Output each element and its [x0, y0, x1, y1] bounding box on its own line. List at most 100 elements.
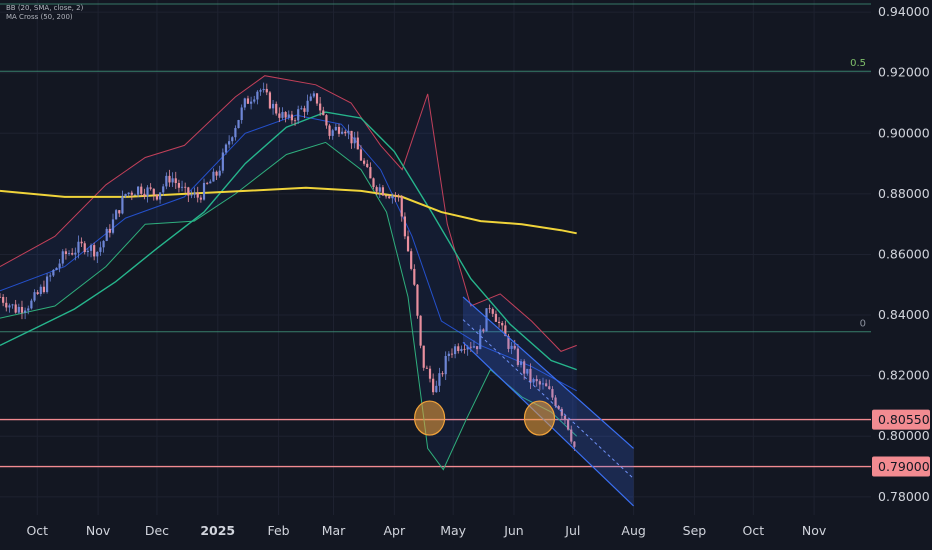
candle[interactable] [221, 148, 224, 174]
candle[interactable] [149, 183, 152, 191]
candle[interactable] [394, 192, 397, 203]
candle[interactable] [397, 193, 400, 202]
candle[interactable] [375, 185, 378, 196]
candle[interactable] [137, 186, 140, 198]
candle[interactable] [482, 328, 485, 334]
candle[interactable] [425, 365, 428, 369]
candle[interactable] [36, 289, 39, 296]
candle[interactable] [268, 90, 272, 110]
candle[interactable] [42, 280, 46, 294]
candle[interactable] [315, 93, 319, 106]
candle[interactable] [416, 284, 419, 319]
candle[interactable] [5, 296, 8, 312]
candle[interactable] [557, 404, 560, 410]
candle[interactable] [11, 303, 14, 309]
candle[interactable] [388, 194, 391, 199]
candle[interactable] [45, 273, 49, 294]
candle[interactable] [184, 182, 187, 193]
candle[interactable] [454, 343, 457, 359]
candle[interactable] [259, 88, 262, 96]
candle[interactable] [71, 248, 74, 256]
candle[interactable] [435, 380, 438, 393]
candle[interactable] [513, 339, 516, 351]
candle[interactable] [344, 129, 347, 137]
candle[interactable] [271, 99, 275, 115]
candle[interactable] [491, 307, 494, 318]
candle[interactable] [52, 269, 55, 277]
candle[interactable] [89, 243, 93, 258]
candle[interactable] [146, 185, 149, 203]
candle[interactable] [457, 343, 460, 354]
candle[interactable] [406, 230, 410, 252]
candle[interactable] [545, 379, 548, 387]
price-axis[interactable]: 0.94000 0.92000 0.90000 0.88000 0.86000 0.840… [872, 4, 930, 504]
candle[interactable] [24, 307, 27, 320]
candle[interactable] [202, 178, 206, 201]
candle[interactable] [256, 90, 259, 105]
candle[interactable] [143, 188, 146, 200]
candle[interactable] [510, 342, 513, 355]
candle[interactable] [168, 169, 171, 187]
bollinger-upper-line[interactable] [0, 75, 577, 352]
candle[interactable] [99, 241, 102, 256]
candle[interactable] [130, 190, 133, 201]
candle[interactable] [108, 224, 111, 238]
candle[interactable] [290, 110, 294, 125]
price-badge[interactable] [872, 456, 930, 477]
candle[interactable] [444, 351, 447, 381]
candle[interactable] [237, 119, 240, 129]
candle[interactable] [96, 251, 99, 264]
candle[interactable] [460, 345, 463, 353]
legend-bollinger[interactable]: BB (20, SMA, close, 2) [6, 4, 84, 12]
candle[interactable] [519, 359, 523, 368]
candle[interactable] [74, 247, 77, 261]
candle[interactable] [17, 303, 20, 314]
candle[interactable] [347, 124, 350, 140]
candle[interactable] [284, 111, 287, 123]
candle[interactable] [450, 348, 454, 358]
candle[interactable] [369, 162, 372, 179]
candle[interactable] [548, 379, 551, 390]
candle[interactable] [353, 131, 356, 149]
candle[interactable] [567, 419, 570, 431]
candle[interactable] [196, 186, 199, 203]
candle[interactable] [400, 195, 403, 222]
candle[interactable] [171, 172, 174, 187]
candle[interactable] [174, 171, 177, 189]
price-badge[interactable] [872, 409, 930, 430]
candle[interactable] [529, 363, 532, 389]
candle[interactable] [378, 183, 381, 198]
candle[interactable] [485, 308, 488, 332]
candle[interactable] [287, 110, 290, 120]
candle[interactable] [532, 377, 535, 385]
candle[interactable] [234, 125, 237, 141]
candle[interactable] [560, 407, 563, 420]
candle[interactable] [297, 105, 300, 124]
candle[interactable] [61, 249, 64, 267]
candle[interactable] [224, 143, 228, 155]
candle[interactable] [563, 415, 567, 425]
candle[interactable] [551, 386, 554, 401]
candle[interactable] [253, 95, 256, 104]
candle[interactable] [475, 346, 479, 355]
candle[interactable] [190, 190, 193, 199]
candle[interactable] [240, 104, 243, 124]
candle[interactable] [541, 377, 545, 390]
candle[interactable] [362, 158, 366, 166]
candle[interactable] [206, 181, 209, 185]
candle[interactable] [293, 117, 297, 126]
candle[interactable] [504, 320, 507, 337]
candle[interactable] [322, 106, 325, 116]
candle[interactable] [49, 272, 52, 282]
candle[interactable] [102, 240, 105, 253]
candle[interactable] [419, 315, 422, 349]
candle[interactable] [356, 131, 359, 150]
candle[interactable] [328, 123, 331, 140]
candle[interactable] [64, 248, 68, 260]
candle[interactable] [93, 242, 96, 261]
candle[interactable] [312, 91, 315, 99]
candle[interactable] [403, 212, 406, 240]
candle[interactable] [535, 375, 538, 387]
candle[interactable] [33, 289, 36, 303]
